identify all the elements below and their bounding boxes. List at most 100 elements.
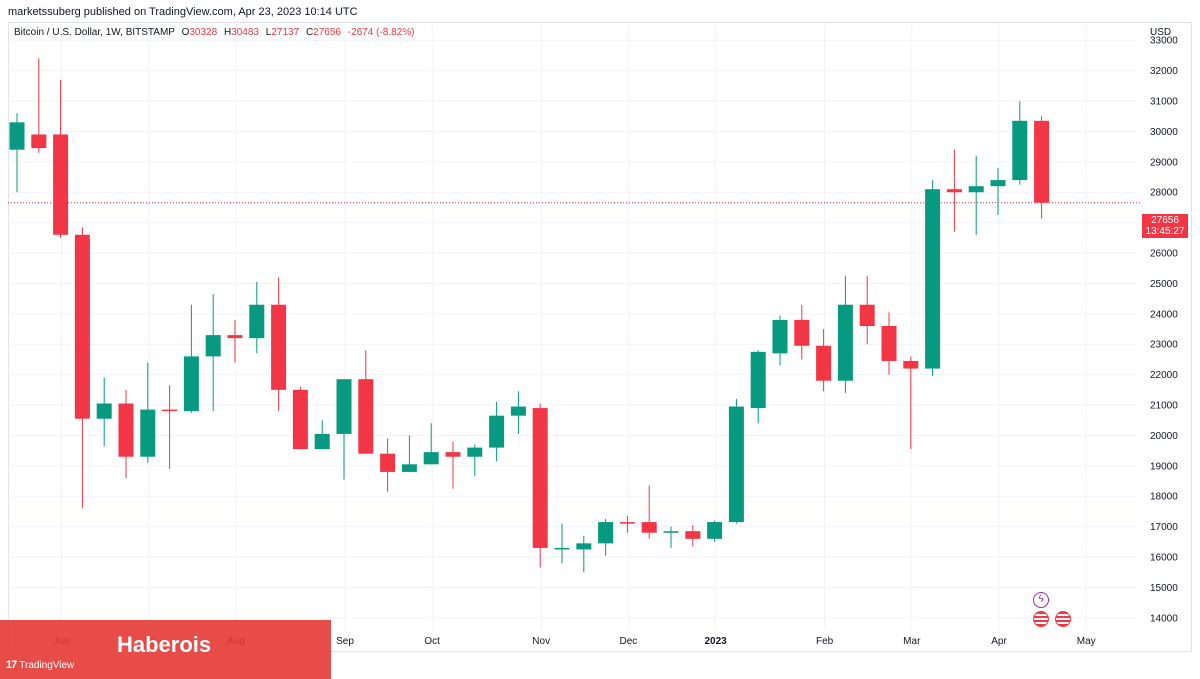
candle-body-down [74, 234, 90, 419]
ohlc-legend: Bitcoin / U.S. Dollar, 1W, BITSTAMP O303… [14, 27, 414, 38]
candle-body-up [663, 531, 679, 533]
time-tick-label: Mar [903, 636, 921, 647]
candle[interactable] [968, 155, 984, 235]
tradingview-logo-text: TradingView [19, 660, 75, 671]
candle[interactable] [881, 312, 897, 375]
candle-body-down [380, 453, 396, 472]
candle-body-up [183, 356, 199, 412]
candle[interactable] [445, 441, 461, 489]
candle-body-up [423, 452, 439, 465]
candle[interactable] [249, 281, 265, 354]
candle[interactable] [31, 58, 47, 153]
candle[interactable] [816, 329, 832, 392]
candle[interactable] [183, 304, 199, 413]
candle[interactable] [794, 304, 810, 360]
candle-body-up [467, 447, 483, 457]
candle-body-up [968, 186, 984, 193]
candle[interactable] [314, 420, 330, 450]
candle[interactable] [663, 526, 679, 548]
low-label: L [265, 27, 272, 38]
price-tick-label: 17000 [1150, 522, 1178, 533]
candle-body-down [53, 134, 69, 235]
candle[interactable] [9, 113, 25, 193]
candle[interactable] [467, 444, 483, 477]
candle[interactable] [380, 438, 396, 492]
candle-body-up [401, 464, 417, 472]
candle[interactable] [271, 277, 287, 412]
open-value: 30328 [189, 27, 218, 38]
candle-body-down [859, 304, 875, 326]
price-tick-label: 25000 [1150, 279, 1178, 290]
price-tick-label: 21000 [1150, 401, 1178, 412]
candle[interactable] [118, 389, 134, 478]
candle[interactable] [946, 149, 962, 232]
candle[interactable] [619, 516, 635, 533]
candle-body-down [816, 345, 832, 381]
candle-body-down [881, 326, 897, 361]
candle[interactable] [576, 535, 592, 573]
candle[interactable] [837, 275, 853, 393]
time-tick-label: Feb [816, 636, 834, 647]
candle[interactable] [532, 403, 548, 568]
candle-body-up [554, 547, 570, 550]
us-flag-event-icon[interactable] [1033, 611, 1049, 627]
lightning-event-icon[interactable]: ϟ [1033, 592, 1049, 608]
candle[interactable] [1034, 116, 1050, 219]
candle-body-up [576, 543, 592, 550]
candle[interactable] [598, 519, 614, 556]
chart-frame[interactable] [8, 22, 1192, 652]
price-tick-label: 19000 [1150, 461, 1178, 472]
candle-body-down [358, 379, 374, 454]
candle[interactable] [925, 180, 941, 377]
candle[interactable] [903, 356, 919, 450]
candle[interactable] [336, 379, 352, 480]
candle[interactable] [205, 294, 221, 412]
candle-body-up [598, 522, 614, 544]
candle-body-down [685, 531, 701, 539]
candle[interactable] [707, 520, 723, 542]
candle[interactable] [227, 319, 243, 363]
candle-body-up [750, 351, 766, 409]
candle-body-up [96, 403, 112, 419]
candle[interactable] [1012, 101, 1028, 185]
price-axis: 14000 15000 16000 17000 18000 19000 20000 21000… [1150, 36, 1178, 625]
us-flag-event-icon-2[interactable] [1055, 611, 1071, 627]
candle-body-down [445, 452, 461, 457]
candle-body-up [925, 189, 941, 369]
candle-body-down [532, 408, 548, 548]
candle[interactable] [685, 525, 701, 547]
candle[interactable] [728, 398, 744, 524]
candle[interactable] [489, 402, 505, 462]
open-label: O [181, 27, 190, 38]
price-tick-label: 29000 [1150, 157, 1178, 168]
candle[interactable] [53, 79, 69, 238]
candle[interactable] [401, 435, 417, 472]
high-label: H [223, 27, 232, 38]
candle[interactable] [750, 350, 766, 424]
price-tick-label: 32000 [1150, 66, 1178, 77]
candle[interactable] [990, 167, 1006, 216]
candle[interactable] [772, 315, 788, 366]
candle[interactable] [423, 423, 439, 465]
close-value: 27656 [313, 27, 341, 38]
candle[interactable] [358, 350, 374, 454]
price-tick-label: 22000 [1150, 370, 1178, 381]
price-tick-label: 23000 [1150, 340, 1178, 351]
candle[interactable] [510, 391, 526, 434]
candle[interactable] [641, 485, 657, 539]
bar-countdown: 13:45:27 [1145, 226, 1185, 237]
candle-body-up [336, 379, 352, 434]
candle[interactable] [96, 377, 112, 447]
candle[interactable] [162, 385, 178, 469]
candle-body-down [1034, 120, 1050, 203]
candle-body-down [31, 134, 47, 149]
candle[interactable] [292, 386, 308, 450]
tradingview-logo-icon: 17 [6, 659, 17, 671]
candle[interactable] [140, 362, 156, 463]
candle[interactable] [554, 523, 570, 564]
price-tick-label: 33000 [1150, 36, 1178, 47]
candle[interactable] [859, 275, 875, 345]
candle-body-up [205, 335, 221, 357]
candle[interactable] [74, 227, 90, 509]
